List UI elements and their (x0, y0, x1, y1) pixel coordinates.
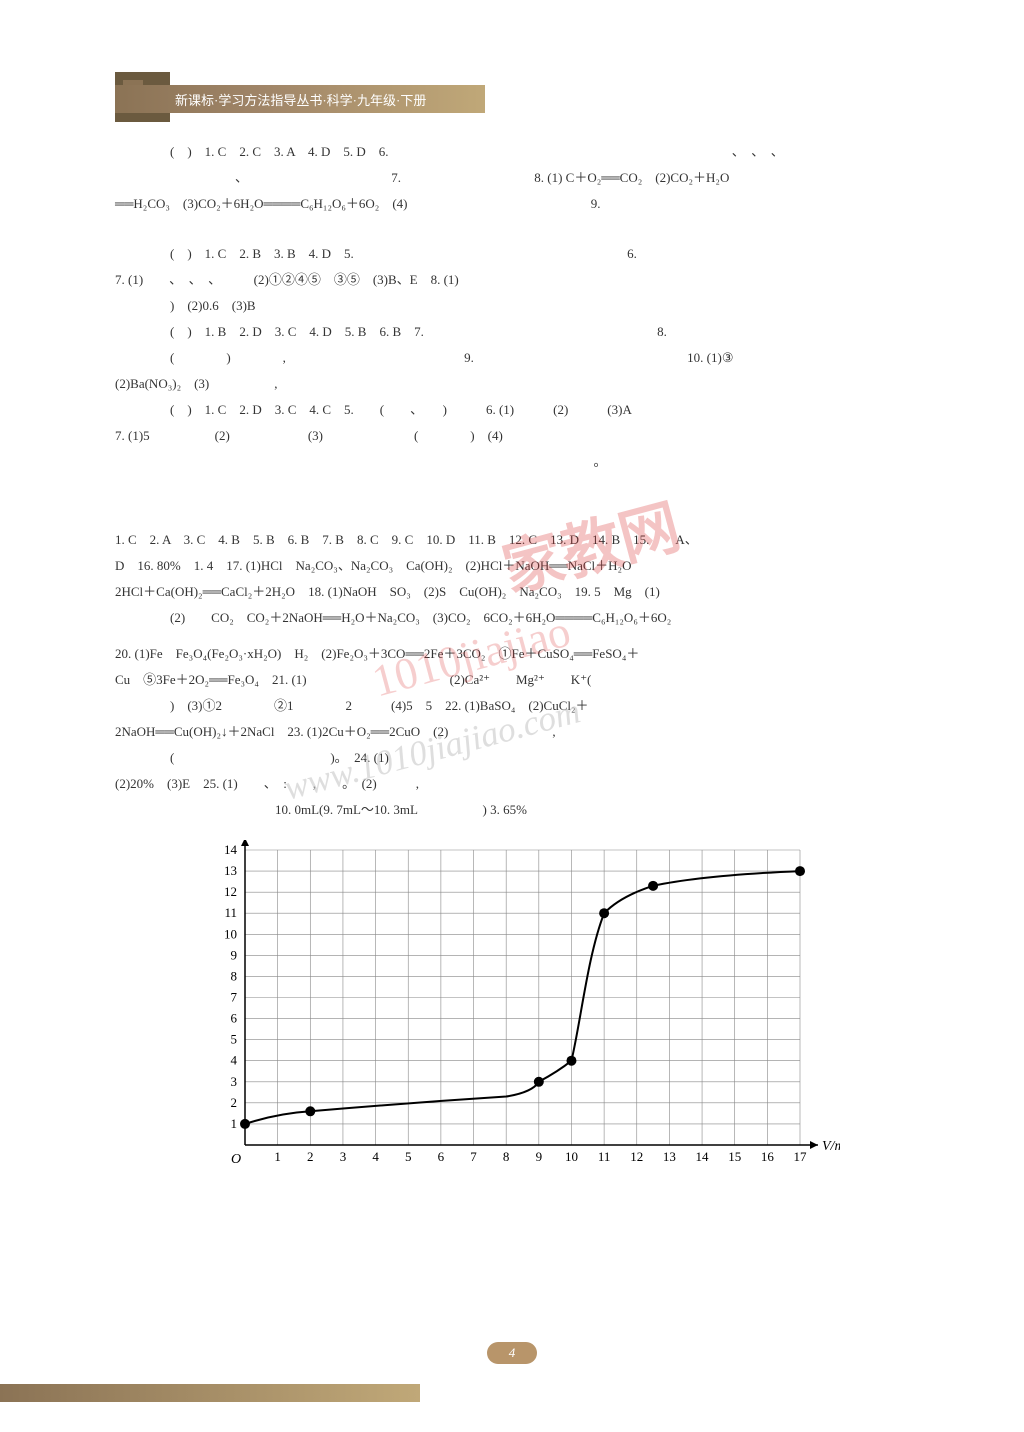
answer-line: Cu ⑤3Fe＋2O₂══Fe₃O₄ 21. (1) (2)Ca²⁺ Mg²⁺ … (115, 672, 591, 687)
svg-text:2: 2 (307, 1149, 314, 1164)
answer-line: (2)20% (3)E 25. (1) 、 : , 。 (2) , (115, 776, 419, 791)
svg-text:3: 3 (231, 1074, 238, 1089)
svg-text:13: 13 (224, 863, 237, 878)
svg-text:17: 17 (794, 1149, 808, 1164)
answer-line: D 16. 80% 1. 4 17. (1)HCl Na₂CO₃、Na₂CO₃ … (115, 558, 631, 573)
svg-text:16: 16 (761, 1149, 775, 1164)
svg-text:11: 11 (598, 1149, 611, 1164)
svg-text:6: 6 (231, 1011, 238, 1026)
ph-titration-chart: 1234567891011121314151617123456789101112… (200, 840, 840, 1180)
answer-line: ( )。 24. (1) (170, 750, 389, 765)
svg-text:6: 6 (438, 1149, 445, 1164)
answer-line: 2HCl＋Ca(OH)₂══CaCl₂＋2H₂O 18. (1)NaOH SO₃… (115, 584, 660, 599)
footer-decoration-bar (0, 1384, 420, 1402)
svg-text:3: 3 (340, 1149, 347, 1164)
svg-text:7: 7 (231, 990, 238, 1005)
answer-line: ) (2)0.6 (3)B (170, 298, 256, 313)
answer-line: 、 (235, 170, 248, 185)
svg-text:10: 10 (565, 1149, 578, 1164)
answer-tail: 8. (657, 324, 667, 339)
svg-text:1: 1 (274, 1149, 281, 1164)
answer-mid: 7. (391, 170, 401, 185)
svg-text:13: 13 (663, 1149, 676, 1164)
answer-line: ══H₂CO₃ (3)CO₂＋6H₂O════C₆H₁₂O₆＋6O₂ (4) (115, 196, 408, 211)
answer-line: ( ) 1. B 2. D 3. C 4. D 5. B 6. B 7. (170, 324, 424, 339)
answer-tail: 8. (1) C＋O₂══CO₂ (2)CO₂＋H₂O (534, 170, 729, 185)
answer-line: 7. (1)5 (2) (3) ( ) (4) (115, 428, 503, 443)
answer-tail: 9. (591, 196, 601, 211)
svg-text:5: 5 (405, 1149, 412, 1164)
svg-text:15: 15 (728, 1149, 741, 1164)
svg-text:9: 9 (231, 947, 238, 962)
svg-text:1: 1 (231, 1116, 238, 1131)
answer-line: 2NaOH══Cu(OH)₂↓＋2NaCl 23. (1)2Cu＋O₂══2Cu… (115, 724, 556, 739)
answer-content: ( ) 1. C 2. C 3. A 4. D 5. D 6. 、 、 、 、 … (115, 140, 905, 824)
svg-text:7: 7 (470, 1149, 477, 1164)
svg-text:2: 2 (231, 1095, 238, 1110)
svg-text:11: 11 (224, 905, 237, 920)
svg-text:14: 14 (696, 1149, 710, 1164)
svg-text:O: O (231, 1152, 241, 1167)
header-banner: 新课标·学习方法指导丛书·科学·九年级·下册 (115, 85, 485, 113)
answer-line: ( ) 1. C 2. B 3. B 4. D 5. (170, 246, 354, 261)
svg-text:10: 10 (224, 926, 237, 941)
svg-text:V/mL: V/mL (822, 1139, 840, 1154)
svg-text:5: 5 (231, 1032, 238, 1047)
header-title: 新课标·学习方法指导丛书·科学·九年级·下册 (175, 90, 426, 109)
answer-line: ( ) 1. C 2. D 3. C 4. C 5. ( 、 ) 6. (1) … (170, 402, 632, 417)
svg-text:9: 9 (536, 1149, 543, 1164)
svg-text:12: 12 (224, 884, 237, 899)
svg-text:4: 4 (372, 1149, 379, 1164)
answer-line: 。 (593, 454, 606, 469)
answer-mid: 9. (464, 350, 474, 365)
svg-text:8: 8 (231, 968, 238, 983)
answer-line: 20. (1)Fe Fe₃O₄(Fe₂O₃·xH₂O) H₂ (2)Fe₂O₃＋… (115, 646, 639, 661)
answer-tail: 、 、 、 (732, 144, 784, 159)
svg-text:4: 4 (231, 1053, 238, 1068)
svg-text:14: 14 (224, 842, 238, 857)
answer-line: (2)Ba(NO₃)₂ (3) , (115, 376, 278, 391)
answer-line: 10. 0mL(9. 7mL～10. 3mL ) 3. 65% (275, 802, 527, 817)
answer-line: 7. (1) 、 、 、 (2)①②④⑤ ③⑤ (3)B、E 8. (1) (115, 272, 459, 287)
svg-text:12: 12 (630, 1149, 643, 1164)
page-number: 4 (487, 1342, 537, 1364)
answer-line: 1. C 2. A 3. C 4. B 5. B 6. B 7. B 8. C … (115, 532, 698, 547)
chart-svg: 1234567891011121314151617123456789101112… (200, 840, 840, 1180)
answer-line: ) (3)①2 ②1 2 (4)5 5 22. (1)BaSO₄ (2)CuCl… (170, 698, 589, 713)
svg-text:8: 8 (503, 1149, 510, 1164)
answer-line: (2) CO₂ CO₂＋2NaOH══H₂O＋Na₂CO₃ (3)CO₂ 6CO… (170, 610, 671, 625)
answer-tail: 6. (627, 246, 637, 261)
answer-tail: 10. (1)③ (687, 350, 733, 365)
page-footer: 4 (0, 1342, 1024, 1372)
answer-line: ( ) , (170, 350, 286, 365)
answer-line: ( ) 1. C 2. C 3. A 4. D 5. D 6. (170, 144, 388, 159)
